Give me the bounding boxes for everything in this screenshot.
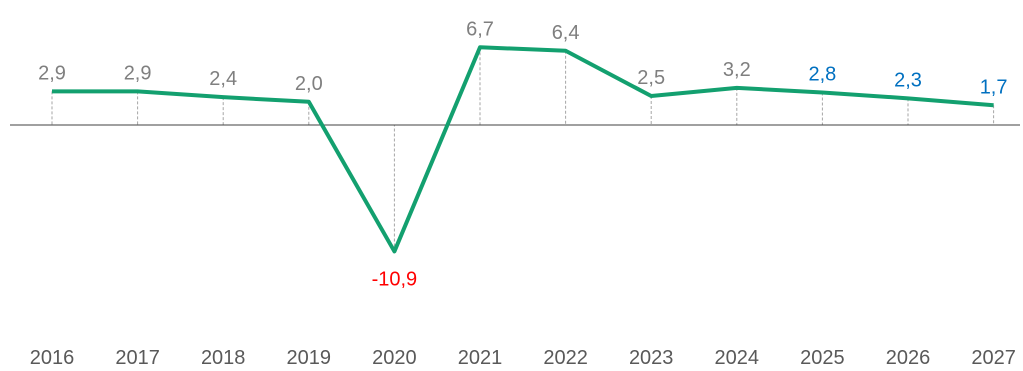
data-label: 6,4 — [552, 22, 580, 44]
data-label: -10,9 — [372, 268, 418, 290]
data-label: 2,5 — [637, 67, 665, 89]
data-label: 3,2 — [723, 59, 751, 81]
x-tick-label: 2021 — [458, 347, 503, 369]
x-tick-label: 2027 — [971, 347, 1016, 369]
x-tick-label: 2026 — [886, 347, 931, 369]
data-label: 2,8 — [808, 64, 836, 86]
data-label: 2,9 — [124, 62, 152, 84]
x-tick-label: 2019 — [287, 347, 332, 369]
data-label: 2,9 — [38, 62, 66, 84]
data-label: 1,7 — [980, 76, 1008, 98]
data-label: 6,7 — [466, 18, 494, 40]
data-label: 2,3 — [894, 69, 922, 91]
series-line — [52, 45, 994, 254]
x-tick-label: 2023 — [629, 347, 674, 369]
x-tick-label: 2025 — [800, 347, 845, 369]
x-tick-label: 2020 — [372, 347, 417, 369]
x-tick-label: 2016 — [30, 347, 75, 369]
x-tick-label: 2022 — [543, 347, 588, 369]
data-label: 2,0 — [295, 73, 323, 95]
x-tick-label: 2024 — [715, 347, 760, 369]
data-label: 2,4 — [209, 68, 237, 90]
x-tick-label: 2017 — [115, 347, 160, 369]
x-tick-label: 2018 — [201, 347, 246, 369]
